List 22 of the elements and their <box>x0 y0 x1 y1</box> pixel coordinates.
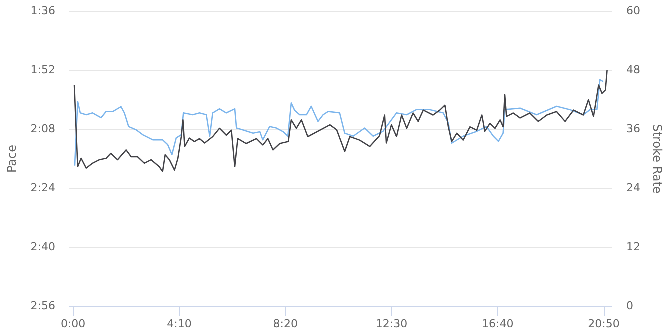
y2-tick-label: 36 <box>626 122 640 136</box>
x-tick-label: 16:40 <box>482 318 514 330</box>
x-tick-label: 4:10 <box>167 318 192 330</box>
y-tick-label: 2:56 <box>30 300 56 312</box>
y2-tick-label: 24 <box>626 182 640 194</box>
x-tick-label: 8:20 <box>273 318 298 330</box>
line-series <box>74 79 604 167</box>
x-tick-label: 12:30 <box>376 318 408 330</box>
line-series <box>74 69 608 172</box>
y2-tick-label: 12 <box>626 240 640 254</box>
y2-tick-label: 60 <box>626 4 640 18</box>
x-tick-label: 0:00 <box>60 318 86 330</box>
y-tick-label: 2:24 <box>30 182 56 194</box>
y2-tick-label: 48 <box>626 64 640 76</box>
y2-tick-label: 0 <box>626 300 634 312</box>
y-tick-label: 2:08 <box>30 122 56 136</box>
y-tick-label: 1:52 <box>30 64 56 76</box>
y-tick-label: 2:40 <box>30 240 56 254</box>
y-axis-title: Pace <box>4 144 19 174</box>
x-tick-label: 20:50 <box>588 318 620 330</box>
y-tick-label: 1:36 <box>30 4 56 18</box>
y2-axis-title: Stroke Rate <box>650 124 664 194</box>
